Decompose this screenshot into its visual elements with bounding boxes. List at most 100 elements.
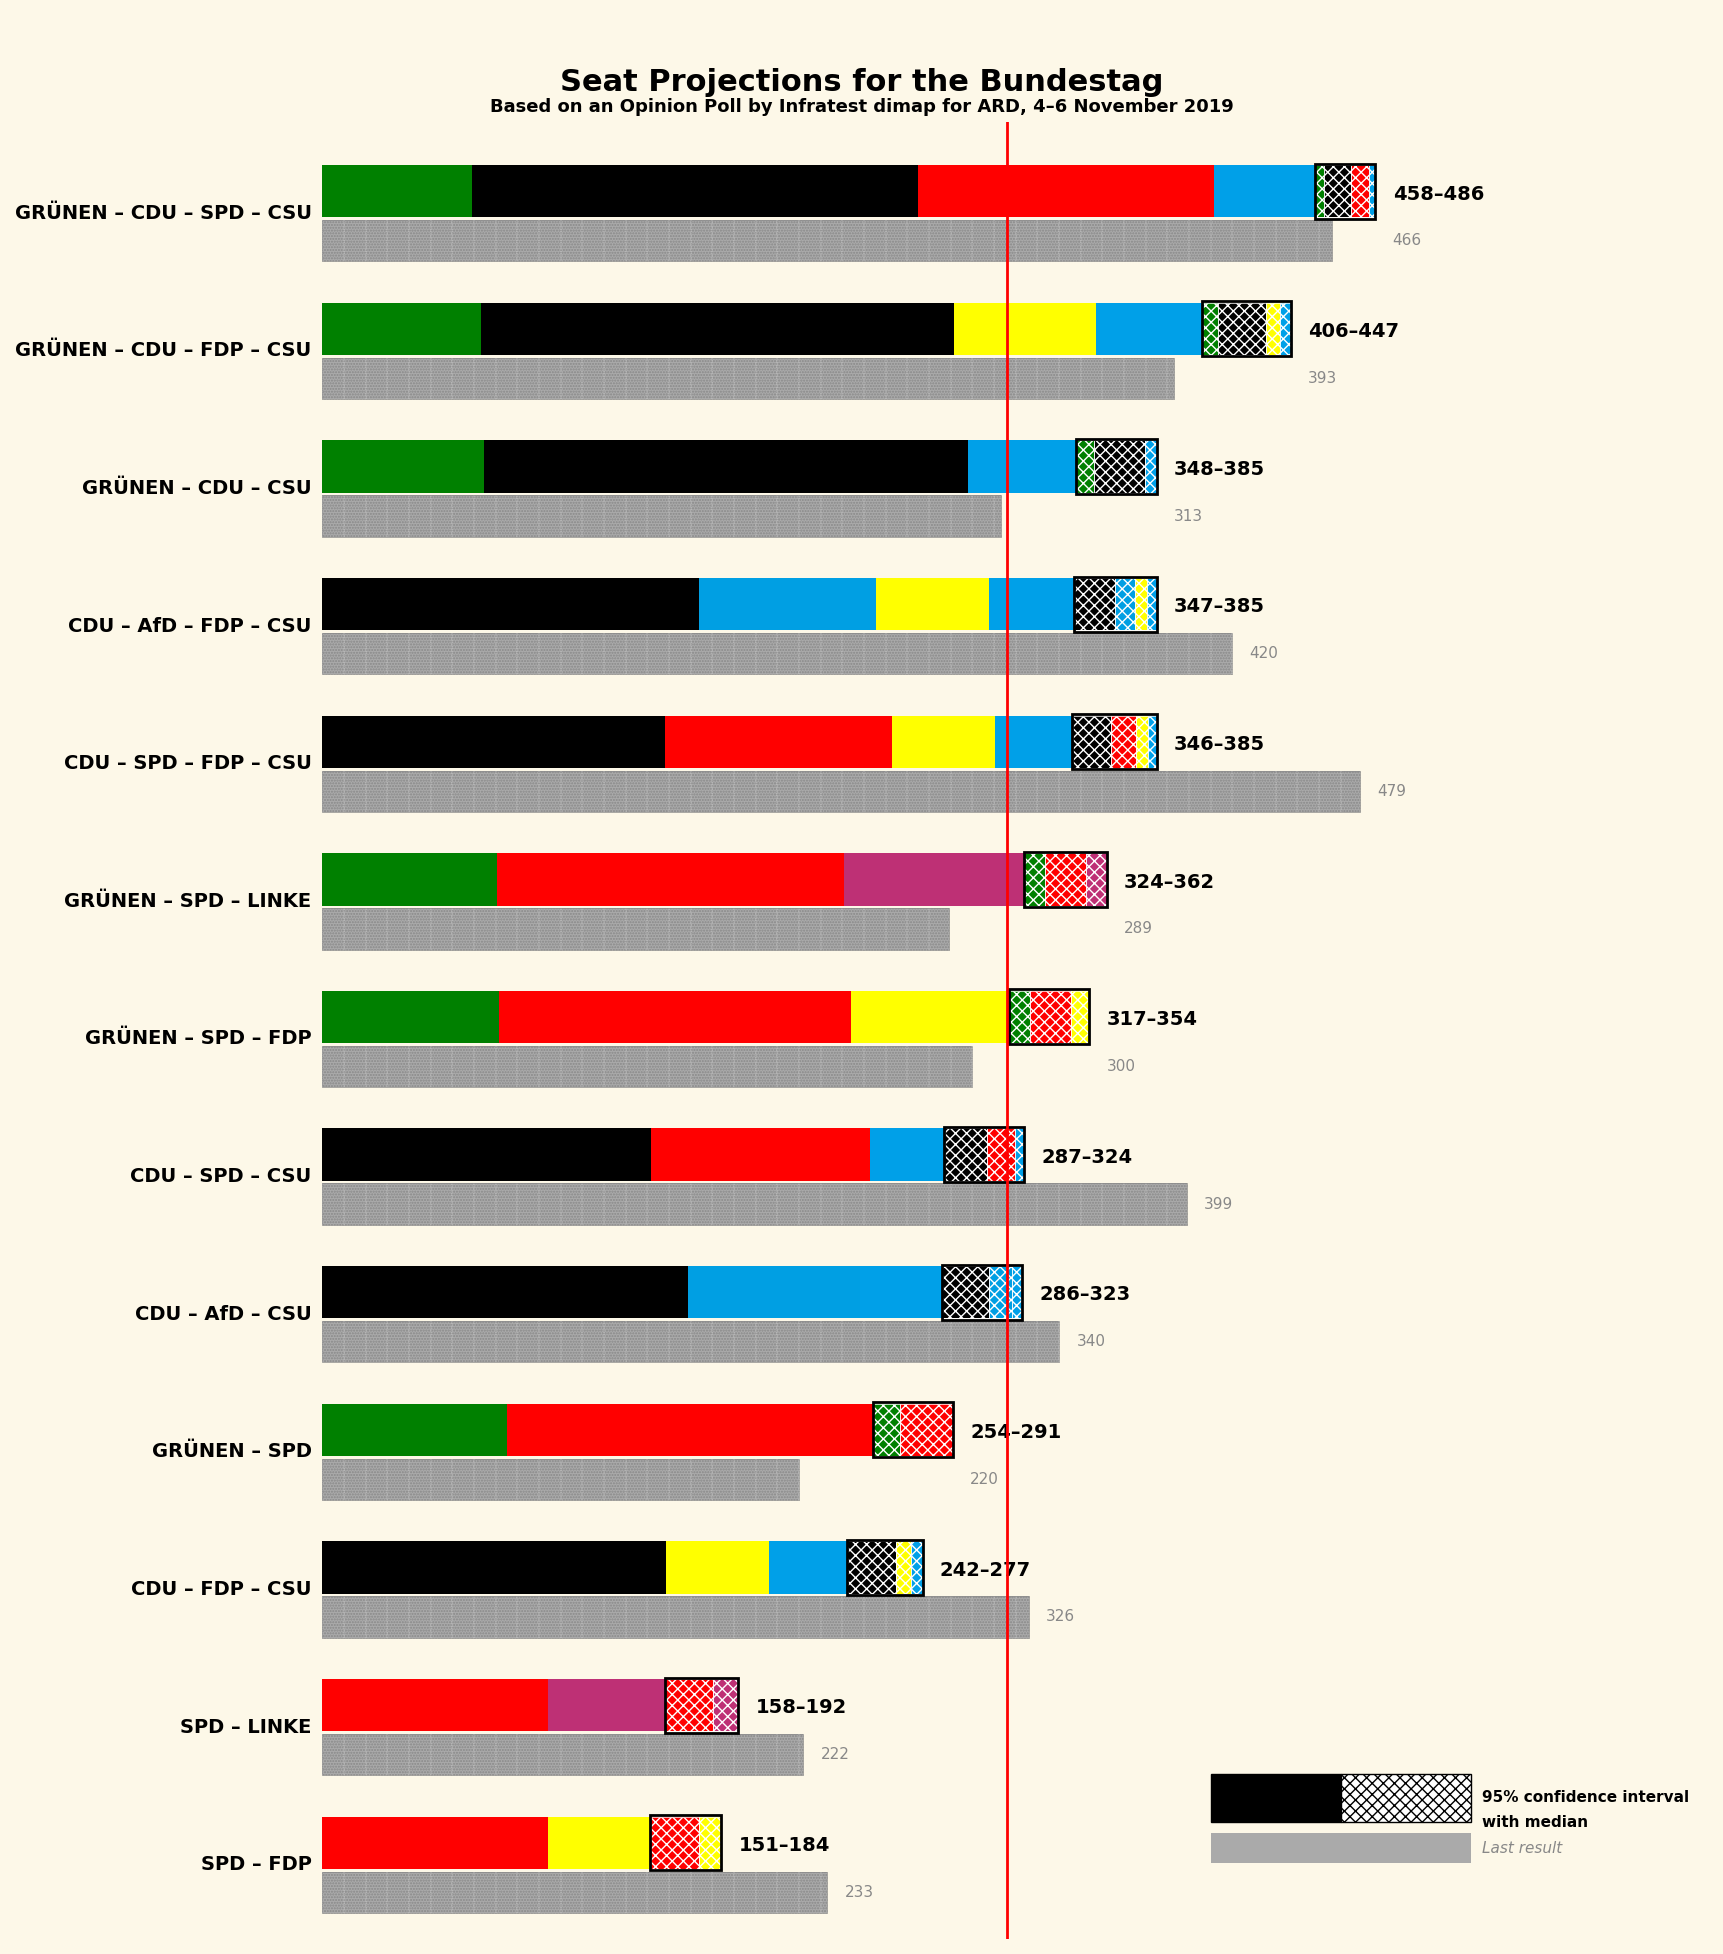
Bar (322, 578, 700, 631)
Bar (1134, 578, 1146, 631)
Bar (322, 496, 999, 537)
Bar (1072, 715, 1110, 768)
Bar (1096, 303, 1201, 356)
Text: GRÜNEN – SPD: GRÜNEN – SPD (152, 1442, 312, 1462)
Bar (481, 303, 953, 356)
Bar (1073, 578, 1115, 631)
Bar (846, 1540, 922, 1594)
Bar (322, 1266, 687, 1319)
Bar (989, 1266, 1011, 1319)
Bar (846, 1542, 896, 1594)
Bar (944, 1127, 1023, 1182)
Bar (941, 1266, 989, 1319)
Bar (849, 991, 1008, 1043)
Text: CDU – AfD – FDP – CSU: CDU – AfD – FDP – CSU (69, 617, 312, 635)
Bar (1146, 578, 1156, 631)
Bar (322, 358, 1173, 399)
Bar (768, 1542, 846, 1594)
Bar (713, 1678, 737, 1731)
Bar (899, 1403, 953, 1456)
Text: 420: 420 (1249, 647, 1278, 660)
Bar (665, 1542, 768, 1594)
Text: 220: 220 (970, 1471, 999, 1487)
Bar (1015, 1129, 1023, 1180)
Bar (507, 1403, 872, 1456)
Bar (322, 1678, 548, 1731)
Bar (1085, 854, 1106, 905)
Bar (322, 1872, 827, 1913)
Text: 289: 289 (1123, 922, 1153, 936)
Bar (322, 854, 496, 905)
Bar (322, 1733, 803, 1776)
Text: 151–184: 151–184 (737, 1837, 829, 1854)
Bar (322, 770, 1359, 813)
Text: with median: with median (1480, 1815, 1587, 1829)
Text: GRÜNEN – CDU – CSU: GRÜNEN – CDU – CSU (83, 479, 312, 498)
Bar (917, 166, 1213, 217)
Bar (1070, 991, 1089, 1043)
Bar (1213, 166, 1315, 217)
Text: 346–385: 346–385 (1173, 735, 1265, 754)
Bar (1146, 578, 1156, 631)
Bar (651, 1129, 870, 1180)
Bar (665, 715, 893, 768)
Bar (1148, 715, 1156, 768)
Bar (322, 991, 500, 1043)
Text: 479: 479 (1377, 784, 1406, 799)
Bar (989, 1266, 1011, 1319)
Bar (548, 1678, 665, 1731)
Text: CDU – SPD – CSU: CDU – SPD – CSU (131, 1167, 312, 1186)
Bar (1315, 166, 1323, 217)
Bar (899, 1403, 953, 1456)
Bar (322, 221, 1332, 262)
Bar (1351, 166, 1368, 217)
Bar (322, 1596, 1029, 1637)
Bar (1072, 715, 1110, 768)
Bar (322, 1460, 798, 1501)
Bar (1092, 440, 1144, 492)
Bar (1340, 1774, 1470, 1821)
Text: Based on an Opinion Poll by Infratest dimap for ARD, 4–6 November 2019: Based on an Opinion Poll by Infratest di… (489, 98, 1234, 115)
Bar (322, 166, 472, 217)
Text: GRÜNEN – CDU – FDP – CSU: GRÜNEN – CDU – FDP – CSU (16, 342, 312, 360)
Bar (1044, 854, 1085, 905)
Bar (322, 1596, 1029, 1637)
Bar (1315, 164, 1375, 219)
Text: 233: 233 (844, 1886, 874, 1899)
Text: 95% confidence interval: 95% confidence interval (1480, 1790, 1687, 1805)
Bar (322, 1184, 1185, 1225)
Bar (1029, 991, 1070, 1043)
Bar (1368, 166, 1375, 217)
Bar (860, 1266, 941, 1319)
Bar (872, 1403, 953, 1458)
Bar (322, 496, 999, 537)
Bar (322, 1542, 665, 1594)
Bar (1144, 440, 1156, 492)
Bar (322, 1184, 1185, 1225)
Bar (1280, 303, 1291, 356)
Bar (941, 1266, 989, 1319)
Text: 317–354: 317–354 (1106, 1010, 1197, 1030)
Text: 324–362: 324–362 (1123, 873, 1215, 891)
Bar (986, 1129, 1015, 1180)
Bar (500, 991, 849, 1043)
Text: 300: 300 (1106, 1059, 1135, 1075)
Text: 458–486: 458–486 (1392, 184, 1484, 203)
Text: SPD – LINKE: SPD – LINKE (181, 1718, 312, 1737)
Bar (941, 1264, 1022, 1319)
Bar (1070, 991, 1089, 1043)
Bar (872, 1403, 899, 1456)
Text: 254–291: 254–291 (970, 1423, 1061, 1442)
Bar (472, 166, 917, 217)
Bar (322, 1817, 548, 1868)
Bar (1023, 854, 1044, 905)
Bar (322, 303, 481, 356)
Text: 287–324: 287–324 (1041, 1147, 1132, 1167)
Bar (846, 1542, 896, 1594)
Bar (322, 715, 665, 768)
Bar (911, 1542, 922, 1594)
Bar (322, 909, 948, 950)
Bar (1085, 854, 1106, 905)
Bar (698, 1817, 720, 1868)
Bar (322, 1045, 972, 1086)
